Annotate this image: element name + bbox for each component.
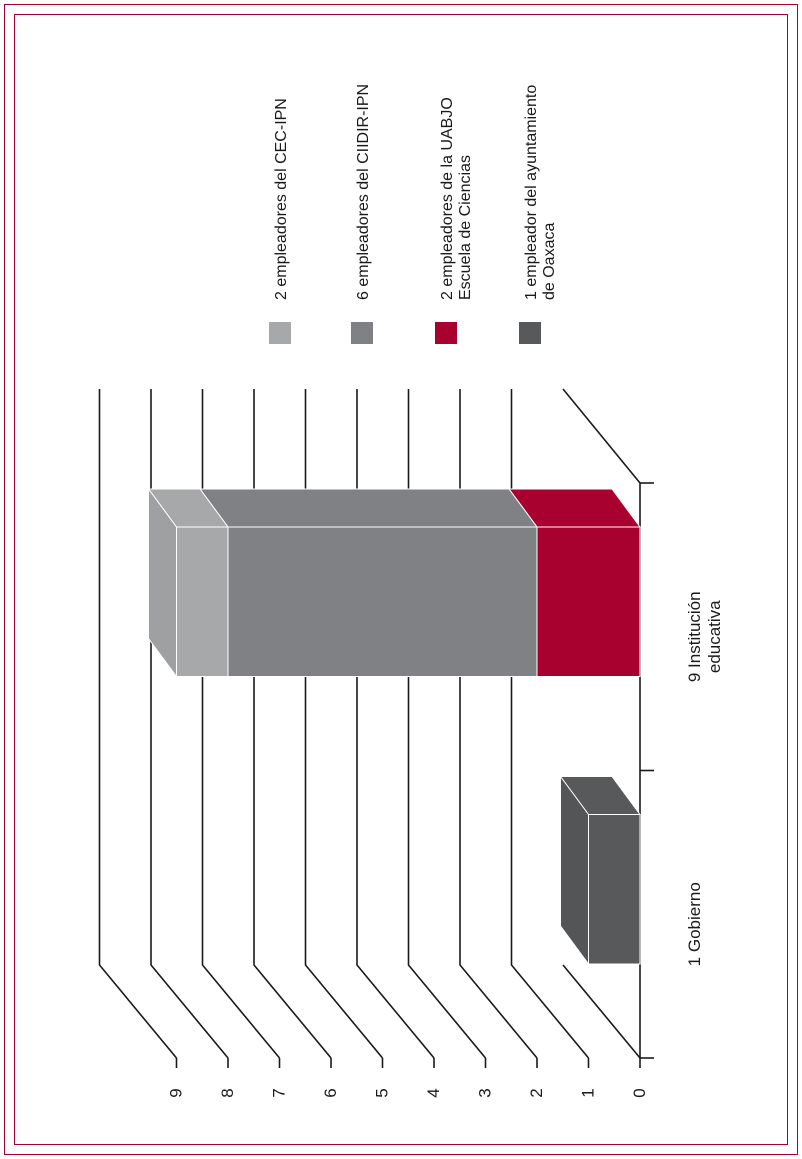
category-label-0: 1 Gobierno bbox=[685, 882, 704, 966]
category-label-0-line-0: 1 Gobierno bbox=[685, 882, 704, 966]
legend-label-1-line-0: 6 empleadores del CIIDIR-IPN bbox=[355, 84, 372, 300]
legend-swatch-0 bbox=[269, 322, 291, 344]
y-tick-label-5: 5 bbox=[373, 1088, 392, 1097]
y-tick-label-7: 7 bbox=[270, 1088, 289, 1097]
y-tick-label-3: 3 bbox=[476, 1088, 495, 1097]
legend-swatch-3 bbox=[519, 322, 541, 344]
legend-entry-2: 2 empleadores de la UABJO Escuela de Cien… bbox=[435, 97, 474, 344]
outer-frame bbox=[4, 4, 798, 1155]
category-label-1: 9 Institución educativa bbox=[685, 591, 724, 682]
legend-label-3-line-1: de Oaxaca bbox=[541, 223, 558, 300]
bar-1-series-2-top bbox=[199, 488, 538, 528]
y-tick-label-9: 9 bbox=[167, 1088, 186, 1097]
floor-left-edge bbox=[562, 964, 641, 1059]
bar-1-series-3-front bbox=[176, 526, 229, 677]
legend-entry-1: 6 empleadores del CIIDIR-IPN bbox=[351, 84, 373, 344]
y-tick-label-1: 1 bbox=[579, 1088, 598, 1097]
y-tick-label-4: 4 bbox=[424, 1088, 443, 1097]
legend-swatch-2 bbox=[435, 322, 457, 344]
legend-label-2-line-1: Escuela de Ciencias bbox=[457, 155, 474, 300]
legend-entry-0: 2 empleadores del CEC-IPN bbox=[269, 98, 291, 344]
bar-0-series-0-front bbox=[588, 814, 641, 965]
legend-label-2-line-0: 2 empleadores de la UABJO bbox=[439, 97, 456, 300]
category-label-1-line-0: 9 Institución bbox=[685, 591, 704, 682]
y-tick-label-6: 6 bbox=[321, 1088, 340, 1097]
category-label-1-line-1: educativa bbox=[705, 600, 724, 673]
gridline-9 bbox=[98, 389, 178, 1059]
bar-1-series-1-front bbox=[536, 526, 641, 677]
y-tick-label-0: 0 bbox=[630, 1088, 649, 1097]
legend-label-0-line-0: 2 empleadores del CEC-IPN bbox=[273, 98, 290, 300]
inner-frame bbox=[14, 14, 788, 1145]
y-tick-label-8: 8 bbox=[218, 1088, 237, 1097]
y-tick-label-2: 2 bbox=[527, 1088, 546, 1097]
legend-swatch-1 bbox=[351, 322, 373, 344]
legend-label-3-line-0: 1 empleador del ayuntamiento bbox=[523, 85, 540, 300]
legend-entry-3: 1 empleador del ayuntamiento de Oaxaca bbox=[519, 85, 558, 344]
floor-right-edge bbox=[562, 388, 641, 484]
bar-1-series-2-front bbox=[227, 526, 538, 677]
